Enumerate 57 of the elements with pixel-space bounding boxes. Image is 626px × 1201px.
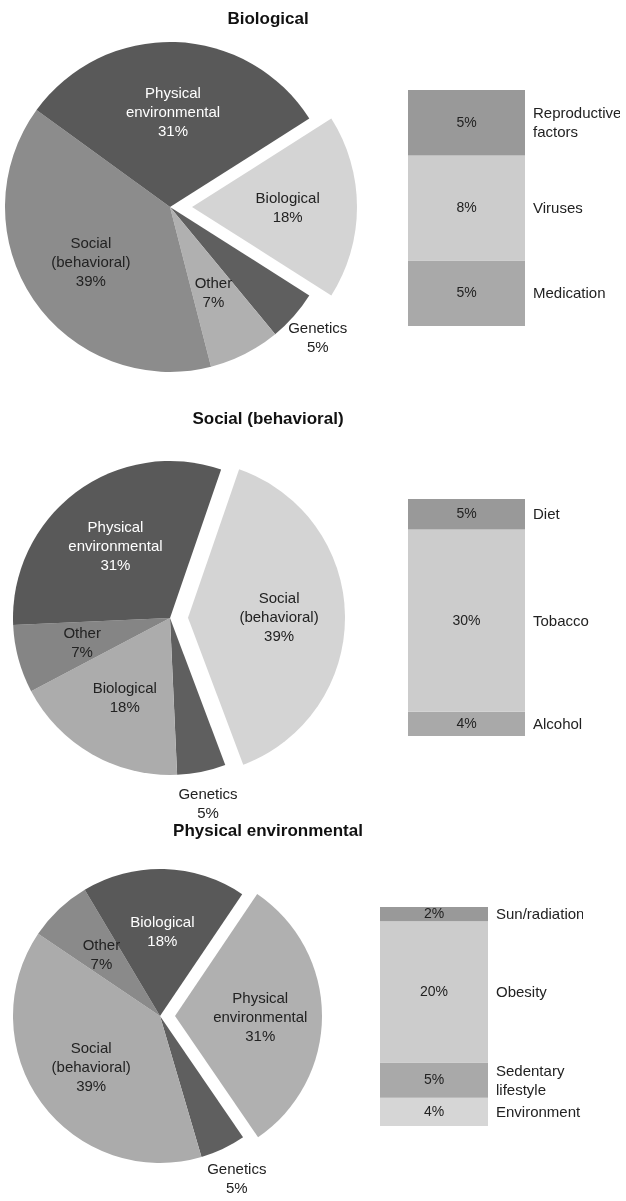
series-label: Reproductive factors — [533, 104, 622, 141]
slice-label: Social (behavioral) — [51, 1039, 131, 1076]
data-label: 5% — [306, 338, 329, 356]
slice-label: Physical environmental — [213, 988, 308, 1025]
data-label: 39% — [264, 627, 295, 645]
data-label: 7% — [202, 293, 225, 311]
slice-label: Biological — [255, 189, 320, 206]
bar — [380, 1097, 488, 1126]
slice-label: Biological — [92, 679, 157, 697]
series-label: Diet — [533, 505, 561, 523]
series-label: Medication — [533, 284, 606, 302]
data-label: 18% — [147, 931, 178, 949]
data-label: 31% — [100, 556, 131, 574]
data-label: 5% — [456, 505, 477, 522]
slice-label: Physical environmental — [125, 84, 221, 121]
chart-title: Biological — [227, 9, 309, 28]
chart-title: Social (behavioral) — [192, 409, 344, 428]
bar — [380, 921, 488, 1063]
data-label: 2% — [423, 905, 445, 922]
slice-label: Genetics — [178, 785, 238, 803]
data-label: 20% — [419, 982, 449, 999]
series-label: Viruses — [533, 199, 583, 216]
bar — [380, 907, 488, 922]
data-label: 8% — [456, 199, 477, 215]
slice-label: Biological — [130, 912, 195, 930]
data-label: 18% — [109, 698, 140, 716]
data-label: 4% — [456, 714, 477, 731]
bar — [380, 1062, 488, 1098]
data-label: 39% — [75, 271, 106, 289]
series-label: Sun/radiation — [496, 905, 585, 923]
data-label: 5% — [456, 284, 477, 301]
slice-label: Social (behavioral) — [51, 233, 131, 270]
series-label: Alcohol — [533, 714, 583, 732]
slice-label: Other — [194, 274, 233, 292]
series-label: Environment — [496, 1102, 582, 1120]
series-label: Tobacco — [533, 611, 589, 629]
data-label: 31% — [245, 1026, 276, 1044]
slice-label: Physical environmental — [68, 518, 163, 555]
series-label: Obesity — [496, 982, 548, 1000]
slice-label: Social (behavioral) — [239, 589, 319, 626]
data-label: 7% — [90, 955, 113, 973]
data-label: 7% — [71, 642, 93, 660]
data-label: 5% — [225, 1178, 248, 1196]
slice-label: Genetics — [207, 1159, 267, 1177]
slice-label: Genetics — [288, 319, 348, 337]
data-label: 39% — [76, 1077, 107, 1095]
data-label: 31% — [157, 122, 189, 140]
data-label: 5% — [423, 1071, 445, 1088]
data-label: 5% — [456, 113, 477, 130]
series-label: Sedentary lifestyle — [496, 1061, 565, 1098]
chart-title: Physical environmental — [173, 821, 363, 840]
data-label: 30% — [452, 611, 481, 628]
slice-label: Other — [82, 936, 121, 954]
slice-label: Other — [63, 623, 101, 641]
data-label: 5% — [197, 804, 219, 822]
data-label: 18% — [272, 208, 303, 225]
data-label: 4% — [423, 1102, 445, 1119]
